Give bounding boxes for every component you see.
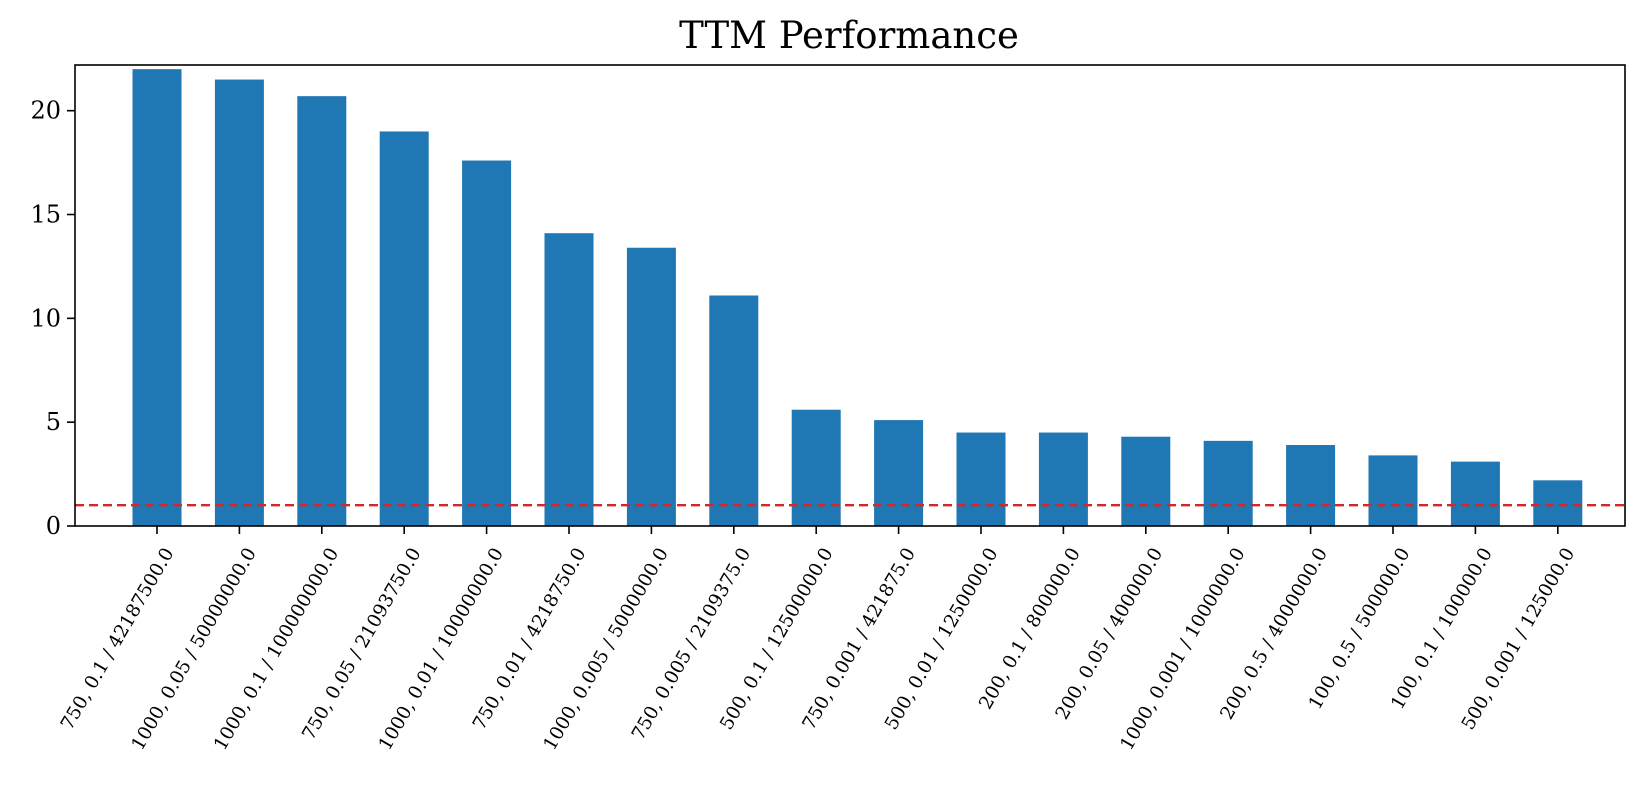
bar bbox=[709, 295, 759, 526]
bar bbox=[1286, 445, 1336, 526]
bar bbox=[462, 160, 512, 526]
bar bbox=[626, 247, 676, 526]
bar bbox=[874, 420, 924, 526]
bar bbox=[1533, 480, 1583, 526]
y-tick-label: 10 bbox=[30, 304, 61, 332]
bar bbox=[132, 69, 182, 527]
y-tick-label: 5 bbox=[46, 408, 61, 436]
bar bbox=[379, 131, 429, 527]
bar bbox=[1203, 440, 1253, 526]
chart-title: TTM Performance bbox=[679, 14, 1019, 57]
plot-frame bbox=[74, 64, 1626, 527]
bar bbox=[1368, 455, 1418, 526]
bar bbox=[297, 96, 347, 526]
y-tick-label: 20 bbox=[30, 97, 61, 125]
y-tick-label: 0 bbox=[46, 512, 61, 540]
bar bbox=[791, 409, 841, 526]
y-axis: 0 5 10 15 20 bbox=[30, 97, 75, 540]
bar bbox=[544, 233, 594, 526]
bar bbox=[1038, 432, 1088, 526]
bar bbox=[1450, 461, 1500, 526]
bar bbox=[1121, 436, 1171, 526]
y-tick-label: 15 bbox=[30, 201, 61, 229]
bar bbox=[214, 79, 264, 526]
bar bbox=[956, 432, 1006, 526]
bars-group bbox=[132, 69, 1583, 527]
